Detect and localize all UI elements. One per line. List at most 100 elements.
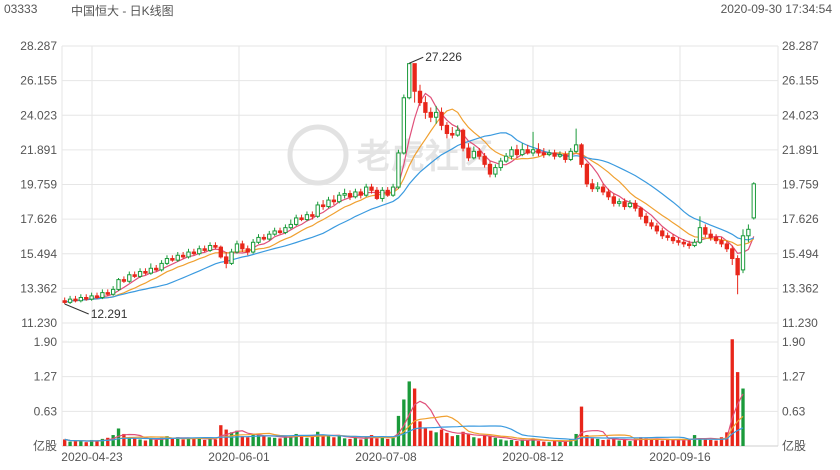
- candle-body: [514, 149, 520, 156]
- volume-ma20-line: [64, 425, 744, 442]
- volume-bar: [450, 436, 454, 446]
- candle-body: [552, 152, 557, 157]
- volume-bar: [326, 436, 331, 446]
- volume-bar: [342, 438, 347, 446]
- candle-body: [110, 288, 116, 295]
- volume-bar: [278, 438, 282, 446]
- candle-body: [487, 163, 493, 175]
- candle-body: [180, 254, 186, 258]
- volume-bar: [547, 442, 551, 446]
- date-tick-label: 2020-09-16: [649, 450, 711, 464]
- volume-tick-label: 亿股: [33, 438, 57, 453]
- volume-tick-label: 0.63: [782, 404, 806, 418]
- volume-bar: [73, 441, 78, 446]
- price-tick-label: 19.759: [20, 178, 57, 192]
- candle-body: [428, 111, 433, 118]
- price-tick-label: 19.759: [782, 178, 819, 192]
- candle-body: [503, 155, 509, 162]
- price-tick-label: 28.287: [782, 39, 819, 53]
- volume-bar: [127, 437, 131, 446]
- low-price-label: 12.291: [91, 307, 128, 321]
- volume-bar: [477, 438, 481, 446]
- candle-body: [197, 248, 202, 255]
- volume-bar: [240, 436, 245, 446]
- volume-bar: [692, 435, 697, 446]
- candle-body: [380, 189, 385, 199]
- candle-body: [493, 167, 498, 175]
- candle-body: [84, 297, 89, 300]
- candle-body: [396, 152, 401, 188]
- volume-bar: [649, 439, 654, 446]
- volume-bar: [262, 436, 266, 446]
- volume-bar: [256, 435, 261, 446]
- candle-body: [573, 144, 579, 152]
- volume-bar: [531, 438, 535, 446]
- grid-lines: [61, 45, 779, 447]
- candle-body: [337, 194, 342, 203]
- candle-body: [622, 201, 627, 208]
- candle-body: [633, 202, 638, 209]
- candle-body: [450, 132, 455, 136]
- candle-body: [148, 267, 153, 274]
- volume-tick-label: 1.90: [782, 335, 806, 349]
- volume-bar: [202, 439, 207, 446]
- volume-bar: [676, 439, 681, 446]
- price-tick-label: 24.023: [20, 108, 57, 122]
- candle-body: [78, 297, 84, 302]
- volume-bar: [84, 442, 88, 446]
- volume-bar: [165, 436, 169, 446]
- volume-bar: [665, 438, 670, 446]
- candle-body: [234, 243, 240, 253]
- volume-bar: [116, 428, 121, 446]
- candle-body: [525, 149, 530, 154]
- volume-bar: [466, 433, 471, 446]
- volume-bar: [197, 437, 201, 446]
- candle-body: [100, 292, 105, 299]
- candle-body: [692, 241, 697, 247]
- volume-bar: [396, 415, 401, 446]
- volume-bar: [671, 439, 675, 446]
- candlesticks: [62, 63, 756, 304]
- candle-body: [170, 258, 175, 261]
- candle-body: [563, 154, 568, 160]
- volume-bar: [639, 437, 643, 446]
- volume-bar: [439, 429, 444, 446]
- candle-body: [159, 262, 164, 271]
- candle-body: [315, 204, 320, 217]
- volume-bar: [655, 439, 659, 446]
- volume-bar: [208, 438, 212, 446]
- candle-body: [590, 183, 595, 190]
- candle-body: [294, 217, 299, 225]
- volume-bar: [617, 440, 621, 446]
- volume-bar: [299, 436, 304, 446]
- volume-bar: [687, 439, 691, 446]
- volume-bar: [380, 436, 384, 446]
- candle-body: [638, 207, 643, 217]
- volume-bar: [353, 437, 358, 446]
- volume-bar: [79, 440, 83, 446]
- candle-body: [498, 160, 503, 169]
- candle-body: [250, 241, 256, 253]
- volume-bar: [558, 441, 562, 446]
- price-tick-label: 28.287: [20, 39, 57, 53]
- volume-bar: [730, 339, 734, 446]
- price-tick-label: 24.023: [782, 108, 819, 122]
- volume-bar: [601, 439, 605, 446]
- chart-title: 中国恒大 - 日K线图: [71, 4, 174, 18]
- candle-body: [600, 186, 606, 193]
- ma10-line: [64, 108, 755, 303]
- volume-bar: [493, 437, 498, 446]
- date-tick-label: 2020-07-08: [355, 450, 417, 464]
- candle-body: [353, 191, 358, 198]
- candle-body: [164, 258, 170, 264]
- volume-bar: [95, 441, 99, 446]
- candle-body: [477, 150, 482, 157]
- candle-body: [132, 274, 137, 277]
- candle-body: [687, 243, 692, 247]
- date-tick-label: 2020-06-01: [208, 450, 270, 464]
- volume-bar: [595, 438, 600, 446]
- date-tick-label: 2020-04-23: [61, 450, 123, 464]
- candle-body: [611, 196, 616, 204]
- candle-body: [89, 295, 94, 300]
- candle-body: [137, 271, 143, 277]
